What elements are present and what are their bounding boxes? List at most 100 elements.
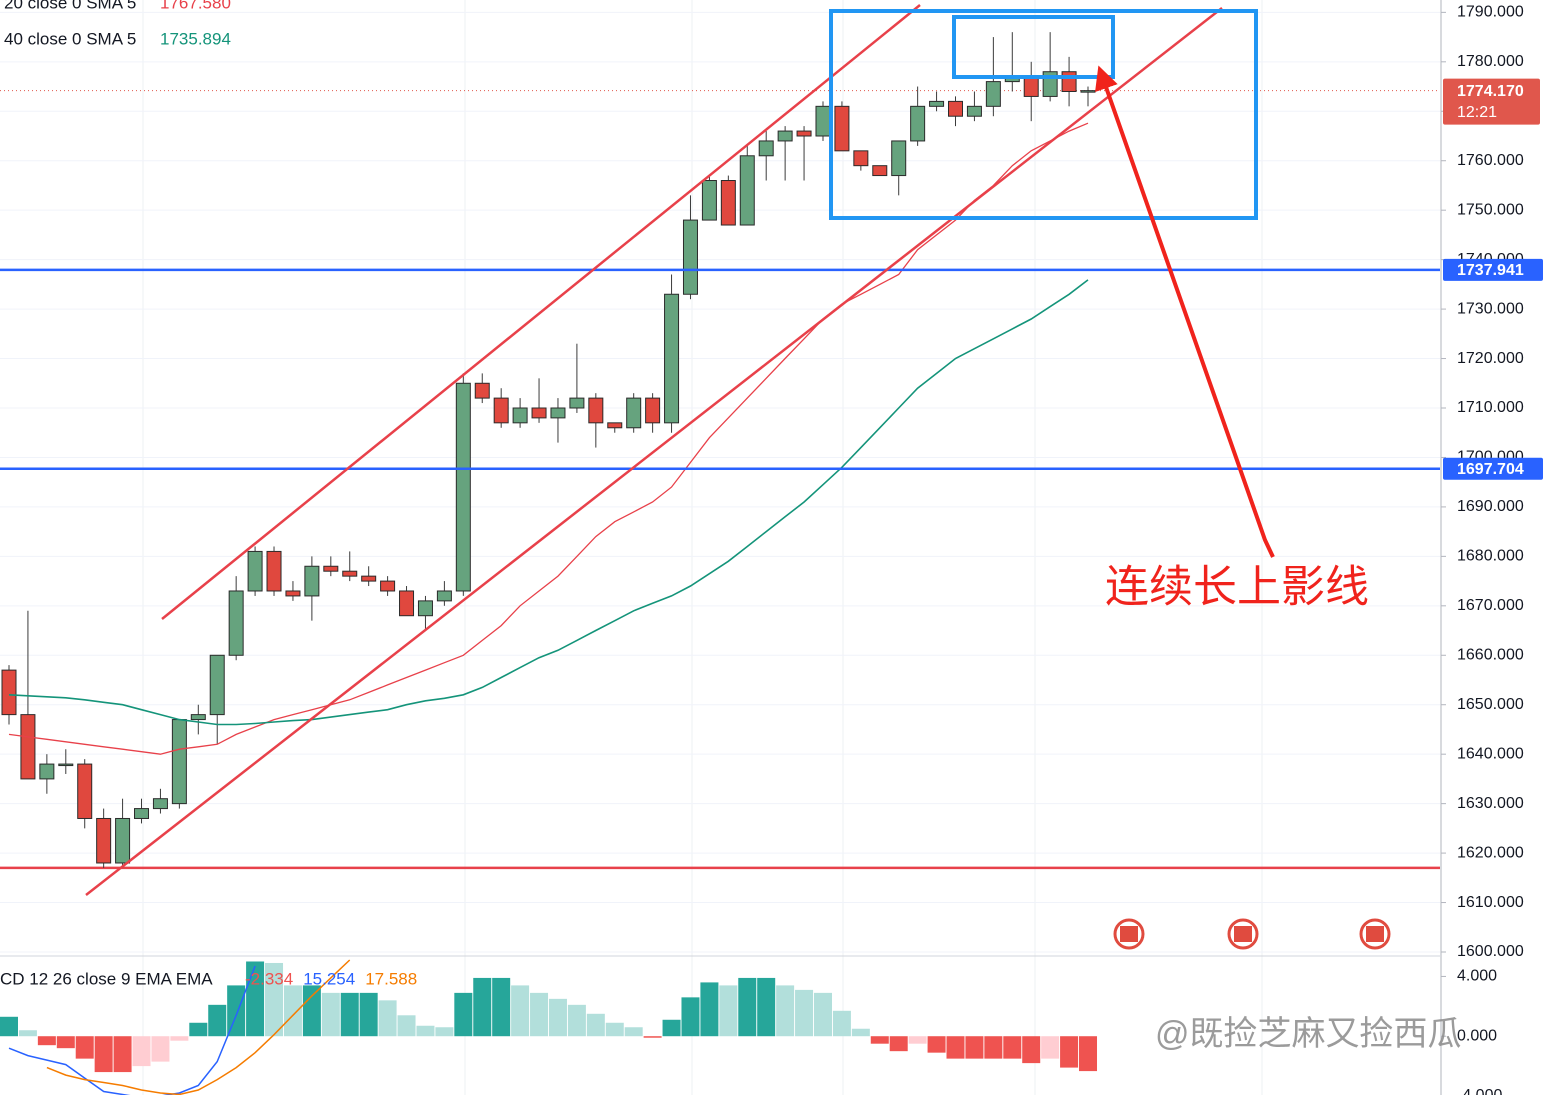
candle-body — [796, 130, 812, 137]
candle-body — [455, 382, 471, 592]
histogram-bar — [208, 1004, 227, 1037]
trend-line — [85, 7, 1223, 896]
level-label-bg — [1443, 258, 1543, 281]
y-tick-label: 1660.000 — [1457, 646, 1524, 663]
histogram-bar — [1003, 1036, 1022, 1059]
candle-body — [152, 798, 168, 810]
candle-body — [361, 575, 377, 582]
histogram-bar — [567, 1004, 586, 1037]
histogram-bar — [0, 1016, 18, 1037]
histogram-bar — [776, 985, 795, 1037]
indicator-value: 15.254 — [303, 969, 355, 988]
arrow — [1095, 65, 1275, 558]
y-tick-label: 1650.000 — [1457, 696, 1524, 713]
axis-labels: 1600.000 1610.000 1620.000 1630.000 1640.000… — [1441, 4, 1543, 1095]
histogram-bar — [927, 1036, 946, 1053]
y-tick-label: 1670.000 — [1457, 597, 1524, 614]
vertical-grid — [142, 0, 1263, 1095]
histogram-bar — [283, 985, 302, 1037]
histogram-bar — [435, 1027, 454, 1037]
candle-body — [1061, 71, 1077, 92]
histogram-bar — [302, 985, 321, 1037]
y-tick-label: 1680.000 — [1457, 548, 1524, 565]
histogram-bar — [246, 961, 265, 1037]
signal-line — [46, 959, 351, 1095]
candle-body — [436, 590, 452, 602]
y-tick-label: 1750.000 — [1457, 201, 1524, 218]
indicator-value: 17.588 — [365, 969, 417, 988]
histogram-bar — [340, 992, 359, 1037]
candle-body — [910, 105, 926, 142]
histogram-bar — [473, 977, 492, 1037]
candle-body — [929, 100, 945, 107]
histogram-bar — [132, 1036, 151, 1067]
indicator-title: CD 12 26 close 9 EMA EMA — [0, 969, 213, 988]
event-icon — [1359, 918, 1391, 950]
candle-body — [701, 180, 717, 221]
histogram-bar — [151, 1036, 170, 1062]
y-tick-label: 4.000 — [1457, 968, 1497, 985]
highlight-box — [829, 9, 1258, 220]
histogram-bar — [719, 985, 738, 1037]
histogram-bar — [530, 992, 549, 1037]
last-price-bg — [1443, 78, 1540, 125]
legend-name: 40 close 0 SMA 5 — [4, 29, 136, 48]
candle-body — [588, 397, 604, 424]
candle-body — [323, 565, 339, 572]
histogram-bar — [946, 1036, 965, 1059]
candle-body — [96, 817, 112, 864]
histogram-bar — [378, 1000, 397, 1037]
histogram-bar — [889, 1036, 908, 1052]
y-tick-label: 1780.000 — [1457, 53, 1524, 70]
y-tick-label: 1640.000 — [1457, 745, 1524, 762]
legend-value: 1735.894 — [160, 29, 231, 48]
candle-body — [171, 719, 187, 805]
candle-body — [266, 550, 282, 592]
histogram-bar — [454, 992, 473, 1037]
candle-body — [77, 763, 93, 819]
histogram-bar — [548, 998, 567, 1037]
histogram-bar — [511, 985, 530, 1037]
histogram-bar — [321, 992, 340, 1037]
histogram-bar — [851, 1028, 870, 1037]
price-pane — [0, 11, 1440, 953]
macd-pane — [0, 959, 1098, 1095]
candle-body — [304, 565, 320, 597]
candle-body — [645, 397, 661, 424]
histogram-bar — [18, 1030, 37, 1037]
histogram-bar — [965, 1036, 984, 1059]
candle-body — [815, 105, 831, 137]
y-tick-label: -4.000 — [1457, 1087, 1502, 1095]
histogram-bar — [56, 1036, 75, 1049]
countdown-label: 12:21 — [1457, 104, 1497, 121]
candle-body — [758, 140, 774, 157]
candle-body — [948, 100, 963, 117]
candle-body — [853, 150, 869, 167]
sma-line — [8, 122, 1089, 755]
histogram-bar — [870, 1036, 889, 1044]
histogram-bar — [605, 1022, 624, 1037]
y-tick-label: 1710.000 — [1457, 399, 1524, 416]
candle-body — [664, 293, 680, 424]
candle-body — [285, 590, 301, 597]
y-tick-label: 1620.000 — [1457, 844, 1524, 861]
histogram-bar — [113, 1036, 132, 1073]
candle-body — [777, 130, 793, 142]
candle-body — [20, 714, 36, 780]
histogram-bar — [681, 997, 700, 1037]
histogram-bar — [492, 977, 511, 1037]
candle-body — [607, 422, 623, 429]
candle-body — [626, 397, 642, 429]
legend-value: 1767.580 — [160, 0, 231, 12]
candle-body — [550, 407, 566, 419]
annotation: 连续长上影线 — [1105, 563, 1369, 612]
candle-body — [682, 219, 698, 295]
histogram-bar — [586, 1013, 605, 1037]
price-axis — [1441, 0, 1554, 1095]
histogram-bar — [170, 1036, 189, 1041]
sma-line — [8, 279, 1089, 726]
y-tick-label: 1600.000 — [1457, 943, 1524, 960]
histogram-bar — [1079, 1036, 1098, 1072]
histogram-bar — [189, 1022, 208, 1037]
drawings — [85, 4, 1391, 950]
